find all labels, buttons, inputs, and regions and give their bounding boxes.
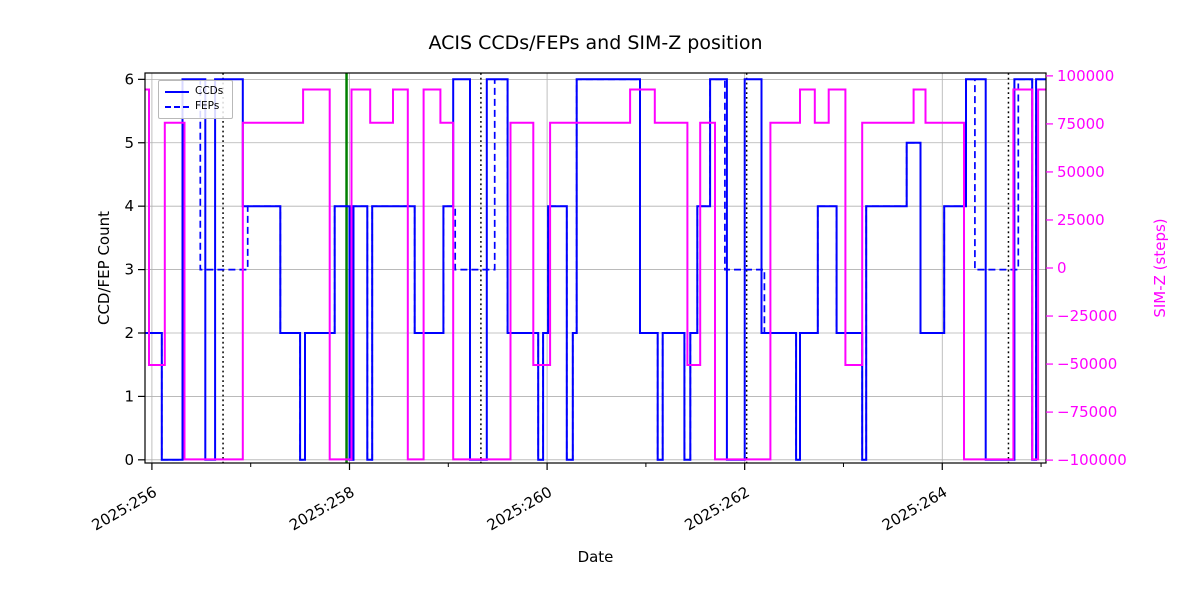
x-tick-label: 2025:264 bbox=[879, 483, 950, 535]
y-right-tick-label: −100000 bbox=[1057, 451, 1127, 469]
y-left-tick-label: 0 bbox=[124, 451, 134, 469]
feps-series-line bbox=[145, 78, 1046, 461]
x-tick-label: 2025:258 bbox=[286, 483, 357, 535]
y-right-tick-label: −25000 bbox=[1057, 307, 1117, 325]
x-axis-label: Date bbox=[577, 548, 614, 566]
y-right-tick-label: 100000 bbox=[1057, 67, 1114, 85]
y-left-tick-label: 6 bbox=[124, 70, 134, 88]
x-tick-label: 2025:262 bbox=[681, 483, 752, 535]
y-left-tick-label: 3 bbox=[124, 261, 134, 279]
legend-label-feps: FEPs bbox=[195, 100, 220, 112]
legend-entry-ccds: CCDs bbox=[165, 84, 223, 99]
legend-label-ccds: CCDs bbox=[195, 85, 224, 97]
y-left-tick-label: 5 bbox=[124, 134, 134, 152]
sim-z-series-line bbox=[145, 88, 1046, 461]
y-right-tick-label: 50000 bbox=[1057, 163, 1105, 181]
plot-background bbox=[145, 73, 1046, 463]
y-right-tick-label: 75000 bbox=[1057, 115, 1105, 133]
legend-entry-feps: FEPs bbox=[165, 99, 223, 114]
y-left-tick-label: 4 bbox=[124, 197, 134, 215]
legend: CCDs FEPs bbox=[158, 80, 234, 119]
y-right-tick-label: −75000 bbox=[1057, 403, 1117, 421]
right-axis-label: SIM-Z (steps) bbox=[1151, 218, 1169, 318]
left-axis-label: CCD/FEP Count bbox=[95, 210, 113, 326]
y-right-tick-label: −50000 bbox=[1057, 355, 1117, 373]
chart-title: ACIS CCDs/FEPs and SIM-Z position bbox=[428, 32, 763, 54]
x-tick-label: 2025:256 bbox=[89, 483, 160, 535]
ccds-line-sample bbox=[165, 90, 189, 93]
y-right-tick-label: 25000 bbox=[1057, 211, 1105, 229]
y-left-tick-label: 2 bbox=[124, 324, 134, 342]
y-left-tick-label: 1 bbox=[124, 387, 134, 405]
x-tick-label: 2025:260 bbox=[484, 483, 555, 535]
feps-line-sample bbox=[165, 105, 189, 108]
y-right-tick-label: 0 bbox=[1057, 259, 1067, 277]
